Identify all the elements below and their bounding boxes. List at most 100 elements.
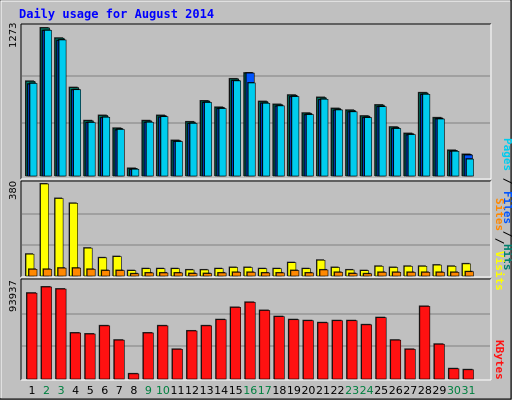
bar-kbytes-24 bbox=[361, 324, 372, 380]
bar-sites-25 bbox=[377, 272, 387, 277]
bar-kbytes-18 bbox=[274, 316, 285, 380]
day-label-11: 11 bbox=[171, 384, 185, 397]
bar-kbytes-19 bbox=[288, 319, 300, 380]
bar-sites-11 bbox=[174, 272, 183, 277]
bar-sites-17 bbox=[261, 272, 271, 277]
bar-visits-4 bbox=[69, 203, 78, 277]
day-label-4: 4 bbox=[72, 384, 79, 397]
day-label-21: 21 bbox=[316, 384, 330, 397]
bar-kbytes-4 bbox=[70, 332, 81, 380]
bar-kbytes-23 bbox=[346, 320, 358, 380]
day-label-28: 28 bbox=[418, 384, 432, 397]
day-label-18: 18 bbox=[272, 384, 286, 397]
bar-pages-4 bbox=[73, 89, 81, 177]
bar-pages-29 bbox=[437, 118, 445, 177]
bar-sites-26 bbox=[392, 272, 402, 277]
bar-pages-30 bbox=[451, 151, 460, 177]
bar-kbytes-11 bbox=[172, 349, 183, 380]
bar-kbytes-31 bbox=[463, 369, 474, 380]
day-label-20: 20 bbox=[301, 384, 315, 397]
bar-kbytes-10 bbox=[157, 325, 169, 380]
bar-pages-10 bbox=[160, 116, 169, 177]
day-label-9: 9 bbox=[145, 384, 152, 397]
bar-pages-15 bbox=[233, 80, 241, 177]
day-label-24: 24 bbox=[360, 384, 374, 397]
bar-visits-3 bbox=[54, 198, 64, 277]
bar-pages-18 bbox=[277, 105, 285, 177]
bar-sites-10 bbox=[159, 272, 169, 277]
legend-sites: Sites bbox=[493, 198, 506, 231]
bar-kbytes-29 bbox=[434, 343, 445, 380]
day-label-1: 1 bbox=[29, 384, 36, 397]
bar-pages-31 bbox=[466, 158, 474, 177]
bar-pages-5 bbox=[87, 122, 96, 177]
bar-sites-16 bbox=[246, 272, 256, 277]
bar-sites-22 bbox=[334, 272, 343, 277]
bar-kbytes-2 bbox=[41, 286, 52, 380]
bar-pages-19 bbox=[291, 96, 300, 177]
bar-kbytes-26 bbox=[390, 339, 402, 380]
legend-kbytes: KBytes bbox=[493, 340, 506, 380]
day-label-2: 2 bbox=[43, 384, 50, 397]
bar-kbytes-12 bbox=[186, 330, 198, 380]
day-label-30: 30 bbox=[447, 384, 461, 397]
bar-sites-30 bbox=[450, 272, 460, 277]
bar-pages-9 bbox=[146, 121, 154, 177]
day-label-15: 15 bbox=[229, 384, 243, 397]
bar-pages-3 bbox=[58, 39, 67, 177]
bar-sites-5 bbox=[86, 269, 96, 277]
bar-kbytes-9 bbox=[143, 332, 154, 380]
bar-sites-24 bbox=[363, 273, 372, 277]
day-label-23: 23 bbox=[345, 384, 359, 397]
bar-sites-31 bbox=[465, 271, 474, 277]
bar-pages-14 bbox=[218, 108, 227, 177]
day-label-10: 10 bbox=[156, 384, 170, 397]
legend-hits: Hits bbox=[501, 244, 512, 271]
bar-sites-21 bbox=[319, 269, 329, 277]
bar-kbytes-6 bbox=[99, 325, 111, 380]
bar-sites-15 bbox=[232, 272, 241, 277]
bar-kbytes-13 bbox=[201, 325, 212, 380]
bar-kbytes-28 bbox=[419, 306, 431, 380]
legend-sep-3: / bbox=[493, 231, 506, 251]
bar-pages-23 bbox=[349, 111, 358, 177]
bar-kbytes-25 bbox=[375, 317, 387, 380]
bar-kbytes-16 bbox=[244, 302, 256, 380]
y-label-top: 1273 bbox=[8, 23, 19, 48]
bar-pages-25 bbox=[378, 106, 387, 177]
bar-kbytes-3 bbox=[55, 288, 67, 380]
day-label-17: 17 bbox=[258, 384, 272, 397]
legend-sep-2: / bbox=[501, 224, 512, 244]
bar-sites-8 bbox=[130, 273, 140, 277]
legend-visits: Visits bbox=[493, 251, 506, 291]
bar-sites-12 bbox=[188, 273, 198, 277]
bar-sites-9 bbox=[145, 272, 154, 277]
y-label-bottom: 93937 bbox=[8, 280, 19, 312]
bar-pages-11 bbox=[175, 141, 183, 177]
day-label-25: 25 bbox=[374, 384, 388, 397]
bar-pages-1 bbox=[29, 83, 38, 177]
bar-pages-17 bbox=[262, 103, 271, 177]
day-label-19: 19 bbox=[287, 384, 301, 397]
bar-kbytes-8 bbox=[128, 373, 140, 380]
day-label-16: 16 bbox=[243, 384, 257, 397]
bar-pages-7 bbox=[117, 129, 125, 177]
bar-sites-6 bbox=[101, 270, 111, 277]
legend-middle-text: Sites / Visits bbox=[493, 198, 506, 291]
day-label-14: 14 bbox=[214, 384, 228, 397]
day-label-5: 5 bbox=[87, 384, 94, 397]
day-label-26: 26 bbox=[389, 384, 403, 397]
bar-sites-13 bbox=[203, 273, 212, 277]
bar-sites-19 bbox=[290, 270, 300, 277]
day-label-6: 6 bbox=[101, 384, 108, 397]
bar-sites-3 bbox=[57, 267, 67, 277]
day-label-8: 8 bbox=[130, 384, 137, 397]
bar-kbytes-27 bbox=[404, 349, 416, 380]
legend-files: Files bbox=[501, 191, 512, 224]
bar-kbytes-5 bbox=[84, 333, 96, 380]
day-label-13: 13 bbox=[200, 384, 214, 397]
bar-visits-2 bbox=[40, 183, 49, 277]
day-label-12: 12 bbox=[185, 384, 199, 397]
bar-sites-20 bbox=[305, 272, 314, 277]
